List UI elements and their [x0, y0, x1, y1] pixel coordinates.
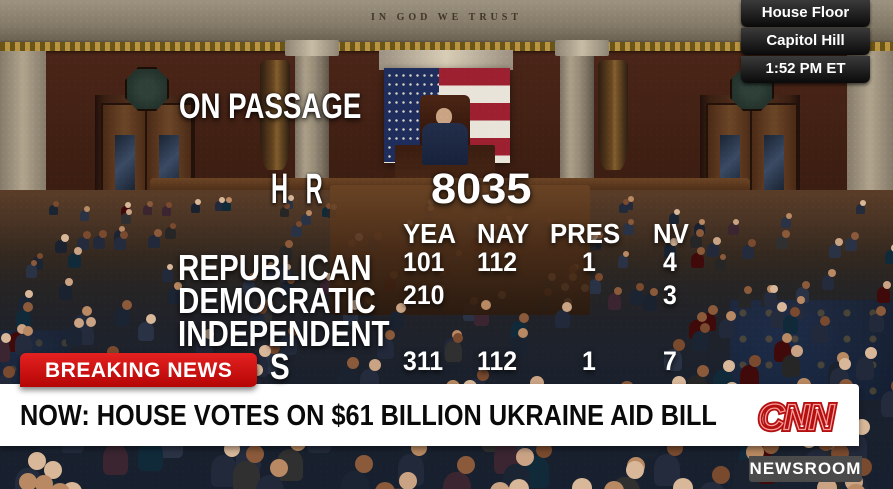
svg-text:CNN: CNN — [758, 397, 835, 438]
